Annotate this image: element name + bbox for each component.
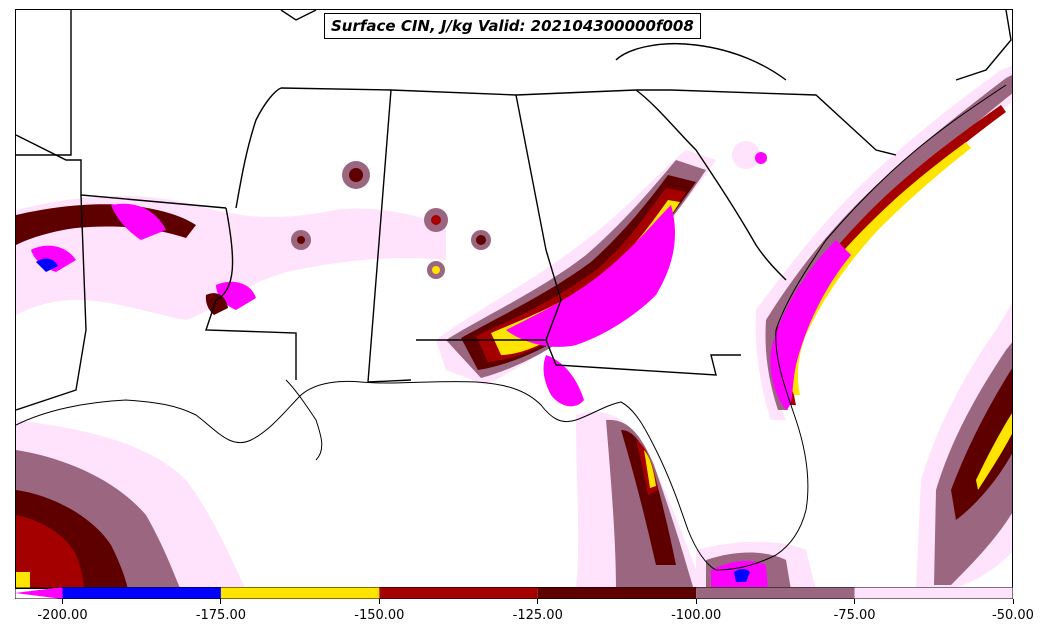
map-title: Surface CIN, J/kg Valid: 202104300000f00… (324, 13, 701, 39)
colorbar-bin (220, 587, 380, 599)
keys-cin-blue (734, 569, 750, 582)
colorbar-tick-mark (1012, 599, 1014, 604)
colorbar-tick-mark (62, 599, 64, 604)
colorbar-tick-label: -200.00 (37, 608, 88, 623)
louisiana-blob-dark (205, 293, 228, 315)
west-blobs-magenta (111, 203, 166, 240)
colorbar-bin (15, 587, 63, 599)
atlantic-cin-magenta (770, 240, 851, 410)
colorbar-tick-mark (378, 599, 380, 604)
gulf-cin-red (16, 515, 84, 588)
florida-cin-dark (621, 430, 676, 565)
map-panel (15, 9, 1013, 589)
colorbar-tick-label: -75.00 (833, 608, 876, 623)
colorbar-tick-mark (695, 599, 697, 604)
coastlines (16, 84, 1007, 571)
band-south-magenta (543, 355, 584, 407)
colorbar-bin (854, 587, 1013, 599)
colorbar-tick-mark (220, 599, 222, 604)
colorbar-bin (379, 587, 538, 599)
colorbar-tick-label: -175.00 (195, 608, 247, 623)
florida-cin-yellow (644, 450, 656, 488)
colorbar-tick-label: -100.00 (671, 608, 722, 623)
gulf-cin-yellow (16, 572, 30, 588)
colorbar-tick-label: -50.00 (992, 608, 1034, 623)
colorbar-tick-label: -125.00 (512, 608, 563, 623)
atlantic-cin-mauve (765, 75, 1012, 410)
colorbar-tick-label: -150.00 (354, 608, 405, 623)
colorbar-bin (537, 587, 697, 599)
colorbar-bin (696, 587, 855, 599)
colorbar-tick-mark (854, 599, 856, 604)
cin-map (16, 10, 1012, 588)
west-blobs-blue (36, 258, 58, 272)
west-blobs-magenta2 (31, 245, 76, 272)
band-cin-magenta (506, 205, 676, 347)
east-cin-yellow (976, 413, 1012, 490)
colorbar (15, 587, 1013, 599)
west-blobs-light (16, 195, 446, 320)
east-cin-dark (951, 368, 1012, 520)
colorbar-tick-mark (537, 599, 539, 604)
colorbar-bin (62, 587, 221, 599)
ga-blob (732, 141, 760, 169)
